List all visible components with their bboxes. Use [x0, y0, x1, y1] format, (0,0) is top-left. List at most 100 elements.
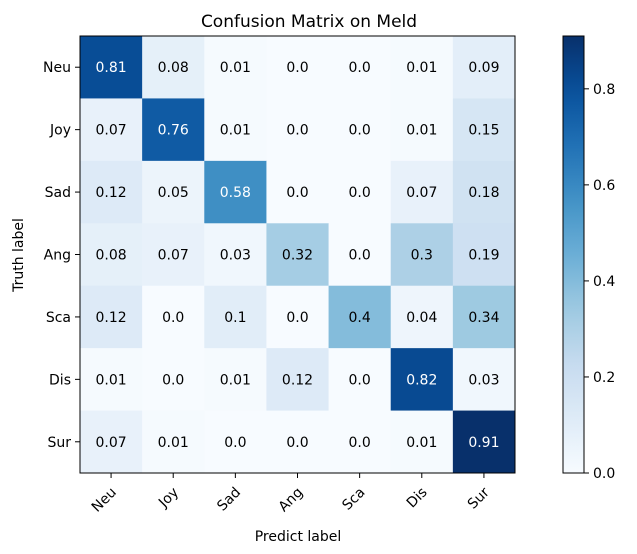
- heatmap-cell: [390, 160, 454, 224]
- heatmap-cell: [204, 223, 267, 287]
- y-tick-label: Sad: [45, 185, 71, 201]
- cell-value-label: 0.07: [95, 123, 126, 139]
- cell-value-label: 0.0: [349, 372, 371, 388]
- y-tick-label: Ang: [44, 248, 71, 264]
- cell-value-label: 0.01: [158, 435, 189, 451]
- heatmap-cell: [452, 285, 516, 349]
- heatmap-cell: [452, 98, 516, 162]
- cell-value-label: 0.07: [158, 248, 189, 264]
- x-tick-label: Joy: [155, 485, 182, 512]
- y-axis-ticks: Neu Joy Sad Ang Sca Dis Sur: [43, 60, 80, 451]
- colorbar-tick-label: 0.0: [593, 466, 615, 482]
- heatmap-cell: [266, 36, 330, 99]
- cell-value-label: 0.0: [286, 60, 308, 76]
- cell-value-label: 0.0: [224, 435, 246, 451]
- heatmap-cell: [328, 348, 392, 412]
- heatmap-cell: [204, 410, 267, 474]
- cell-value-label: 0.34: [468, 310, 499, 326]
- cell-value-label: 0.0: [349, 185, 371, 201]
- chart-title: Confusion Matrix on Meld: [201, 12, 417, 32]
- heatmap-cell: [204, 36, 267, 99]
- cell-value-label: 0.03: [468, 372, 499, 388]
- heatmap-cell: [142, 348, 205, 412]
- cell-value-label: 0.01: [220, 123, 251, 139]
- heatmap-cell-labels: 0.81 0.08 0.01 0.0 0.0 0.01 0.09 0.07 0.76 0.01 0.…: [95, 60, 499, 451]
- heatmap-cell: [266, 410, 330, 474]
- cell-value-label: 0.1: [224, 310, 246, 326]
- heatmap-cell: [328, 285, 392, 349]
- cell-value-label: 0.07: [406, 185, 437, 201]
- cell-value-label: 0.01: [220, 60, 251, 76]
- colorbar-tick-label: 0.8: [593, 82, 615, 98]
- heatmap-cell: [328, 36, 392, 99]
- cell-value-label: 0.15: [468, 123, 499, 139]
- y-tick-label: Sur: [47, 435, 71, 451]
- cell-value-label: 0.01: [406, 60, 437, 76]
- x-tick-label: Dis: [404, 485, 431, 512]
- cell-value-label: 0.19: [468, 248, 499, 264]
- heatmap-cell: [452, 410, 516, 474]
- cell-value-label: 0.01: [406, 123, 437, 139]
- cell-value-label: 0.0: [286, 185, 308, 201]
- x-tick-label: Neu: [89, 485, 120, 516]
- heatmap-cell: [80, 36, 143, 99]
- cell-value-label: 0.0: [286, 123, 308, 139]
- x-tick-label: Ang: [276, 485, 307, 516]
- heatmap-cell: [142, 98, 205, 162]
- heatmap-cell: [390, 285, 454, 349]
- heatmap-cell: [266, 348, 330, 412]
- cell-value-label: 0.01: [406, 435, 437, 451]
- heatmap-cell: [142, 410, 205, 474]
- x-axis-label: Predict label: [255, 529, 342, 545]
- colorbar-ticks: 0.0 0.2 0.4 0.6 0.8: [584, 82, 615, 482]
- cell-value-label: 0.04: [406, 310, 437, 326]
- cell-value-label: 0.12: [282, 372, 313, 388]
- colorbar-tick-label: 0.6: [593, 178, 615, 194]
- heatmap-cell: [390, 223, 454, 287]
- cell-value-label: 0.03: [220, 248, 251, 264]
- heatmap-cell: [266, 285, 330, 349]
- heatmap-cell: [80, 285, 143, 349]
- cell-value-label: 0.12: [95, 310, 126, 326]
- cell-value-label: 0.4: [349, 310, 371, 326]
- cell-value-label: 0.18: [468, 185, 499, 201]
- x-tick-label: Sca: [339, 485, 368, 514]
- cell-value-label: 0.01: [220, 372, 251, 388]
- y-tick-label: Dis: [49, 372, 71, 388]
- cell-value-label: 0.82: [406, 372, 437, 388]
- cell-value-label: 0.0: [286, 435, 308, 451]
- y-tick-label: Joy: [49, 123, 71, 139]
- cell-value-label: 0.58: [220, 185, 251, 201]
- heatmap-cell: [266, 160, 330, 224]
- cell-value-label: 0.08: [158, 60, 189, 76]
- y-axis-label: Truth label: [11, 218, 27, 293]
- cell-value-label: 0.81: [95, 60, 126, 76]
- heatmap-cell: [80, 98, 143, 162]
- colorbar-tick-label: 0.2: [593, 370, 615, 386]
- cell-value-label: 0.0: [349, 435, 371, 451]
- heatmap-cell: [266, 223, 330, 287]
- colorbar: [562, 35, 585, 474]
- cell-value-label: 0.12: [95, 185, 126, 201]
- y-tick-label: Neu: [43, 60, 71, 76]
- heatmap-cell: [266, 98, 330, 162]
- cell-value-label: 0.01: [95, 372, 126, 388]
- cell-value-label: 0.0: [286, 310, 308, 326]
- cell-value-label: 0.76: [158, 123, 189, 139]
- y-tick-label: Sca: [46, 310, 71, 326]
- x-tick-label: Sur: [465, 484, 493, 512]
- heatmap-cell: [80, 223, 143, 287]
- heatmap-cell: [142, 36, 205, 99]
- heatmap-cell: [142, 223, 205, 287]
- cell-value-label: 0.0: [349, 123, 371, 139]
- cell-value-label: 0.3: [411, 248, 433, 264]
- heatmap-cell: [328, 223, 392, 287]
- cell-value-label: 0.05: [158, 185, 189, 201]
- heatmap-cell: [204, 285, 267, 349]
- heatmap-cell: [80, 348, 143, 412]
- colorbar-tick-label: 0.4: [593, 274, 615, 290]
- heatmap-cell: [142, 160, 205, 224]
- heatmap-cells: [80, 36, 516, 474]
- heatmap-cell: [328, 160, 392, 224]
